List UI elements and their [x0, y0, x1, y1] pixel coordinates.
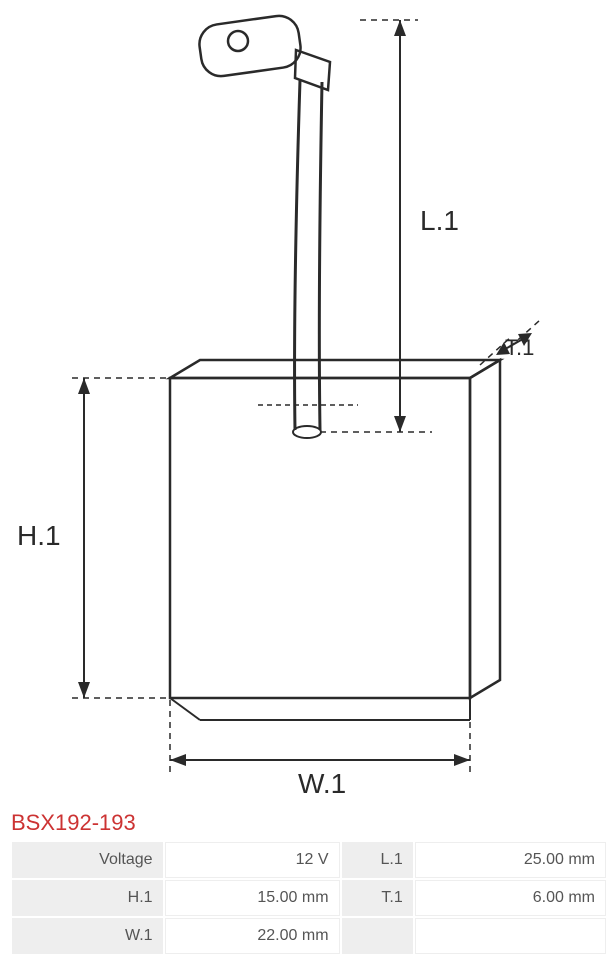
table-row: H.1 15.00 mm T.1 6.00 mm: [12, 880, 606, 916]
spec-value: 6.00 mm: [415, 880, 606, 916]
spec-label: T.1: [342, 880, 413, 916]
diagram-container: L.1 T.1 H.1 W.1: [0, 0, 608, 800]
technical-diagram: [0, 0, 608, 800]
spec-label: L.1: [342, 842, 413, 878]
table-row: W.1 22.00 mm: [12, 918, 606, 954]
dim-label-l1: L.1: [420, 205, 459, 237]
spec-label: [342, 918, 413, 954]
terminal-lug: [197, 13, 330, 90]
dim-label-h1: H.1: [17, 520, 61, 552]
dim-label-t1: T.1: [505, 335, 534, 361]
spec-value: 25.00 mm: [415, 842, 606, 878]
table-row: Voltage 12 V L.1 25.00 mm: [12, 842, 606, 878]
spec-label: W.1: [12, 918, 163, 954]
spec-value: 12 V: [165, 842, 340, 878]
spec-table: Voltage 12 V L.1 25.00 mm H.1 15.00 mm T…: [10, 840, 608, 956]
spec-value: [415, 918, 606, 954]
product-title: BSX192-193: [11, 810, 136, 836]
spec-value: 15.00 mm: [165, 880, 340, 916]
dim-label-w1: W.1: [298, 768, 346, 800]
spec-label: H.1: [12, 880, 163, 916]
spec-label: Voltage: [12, 842, 163, 878]
spec-value: 22.00 mm: [165, 918, 340, 954]
